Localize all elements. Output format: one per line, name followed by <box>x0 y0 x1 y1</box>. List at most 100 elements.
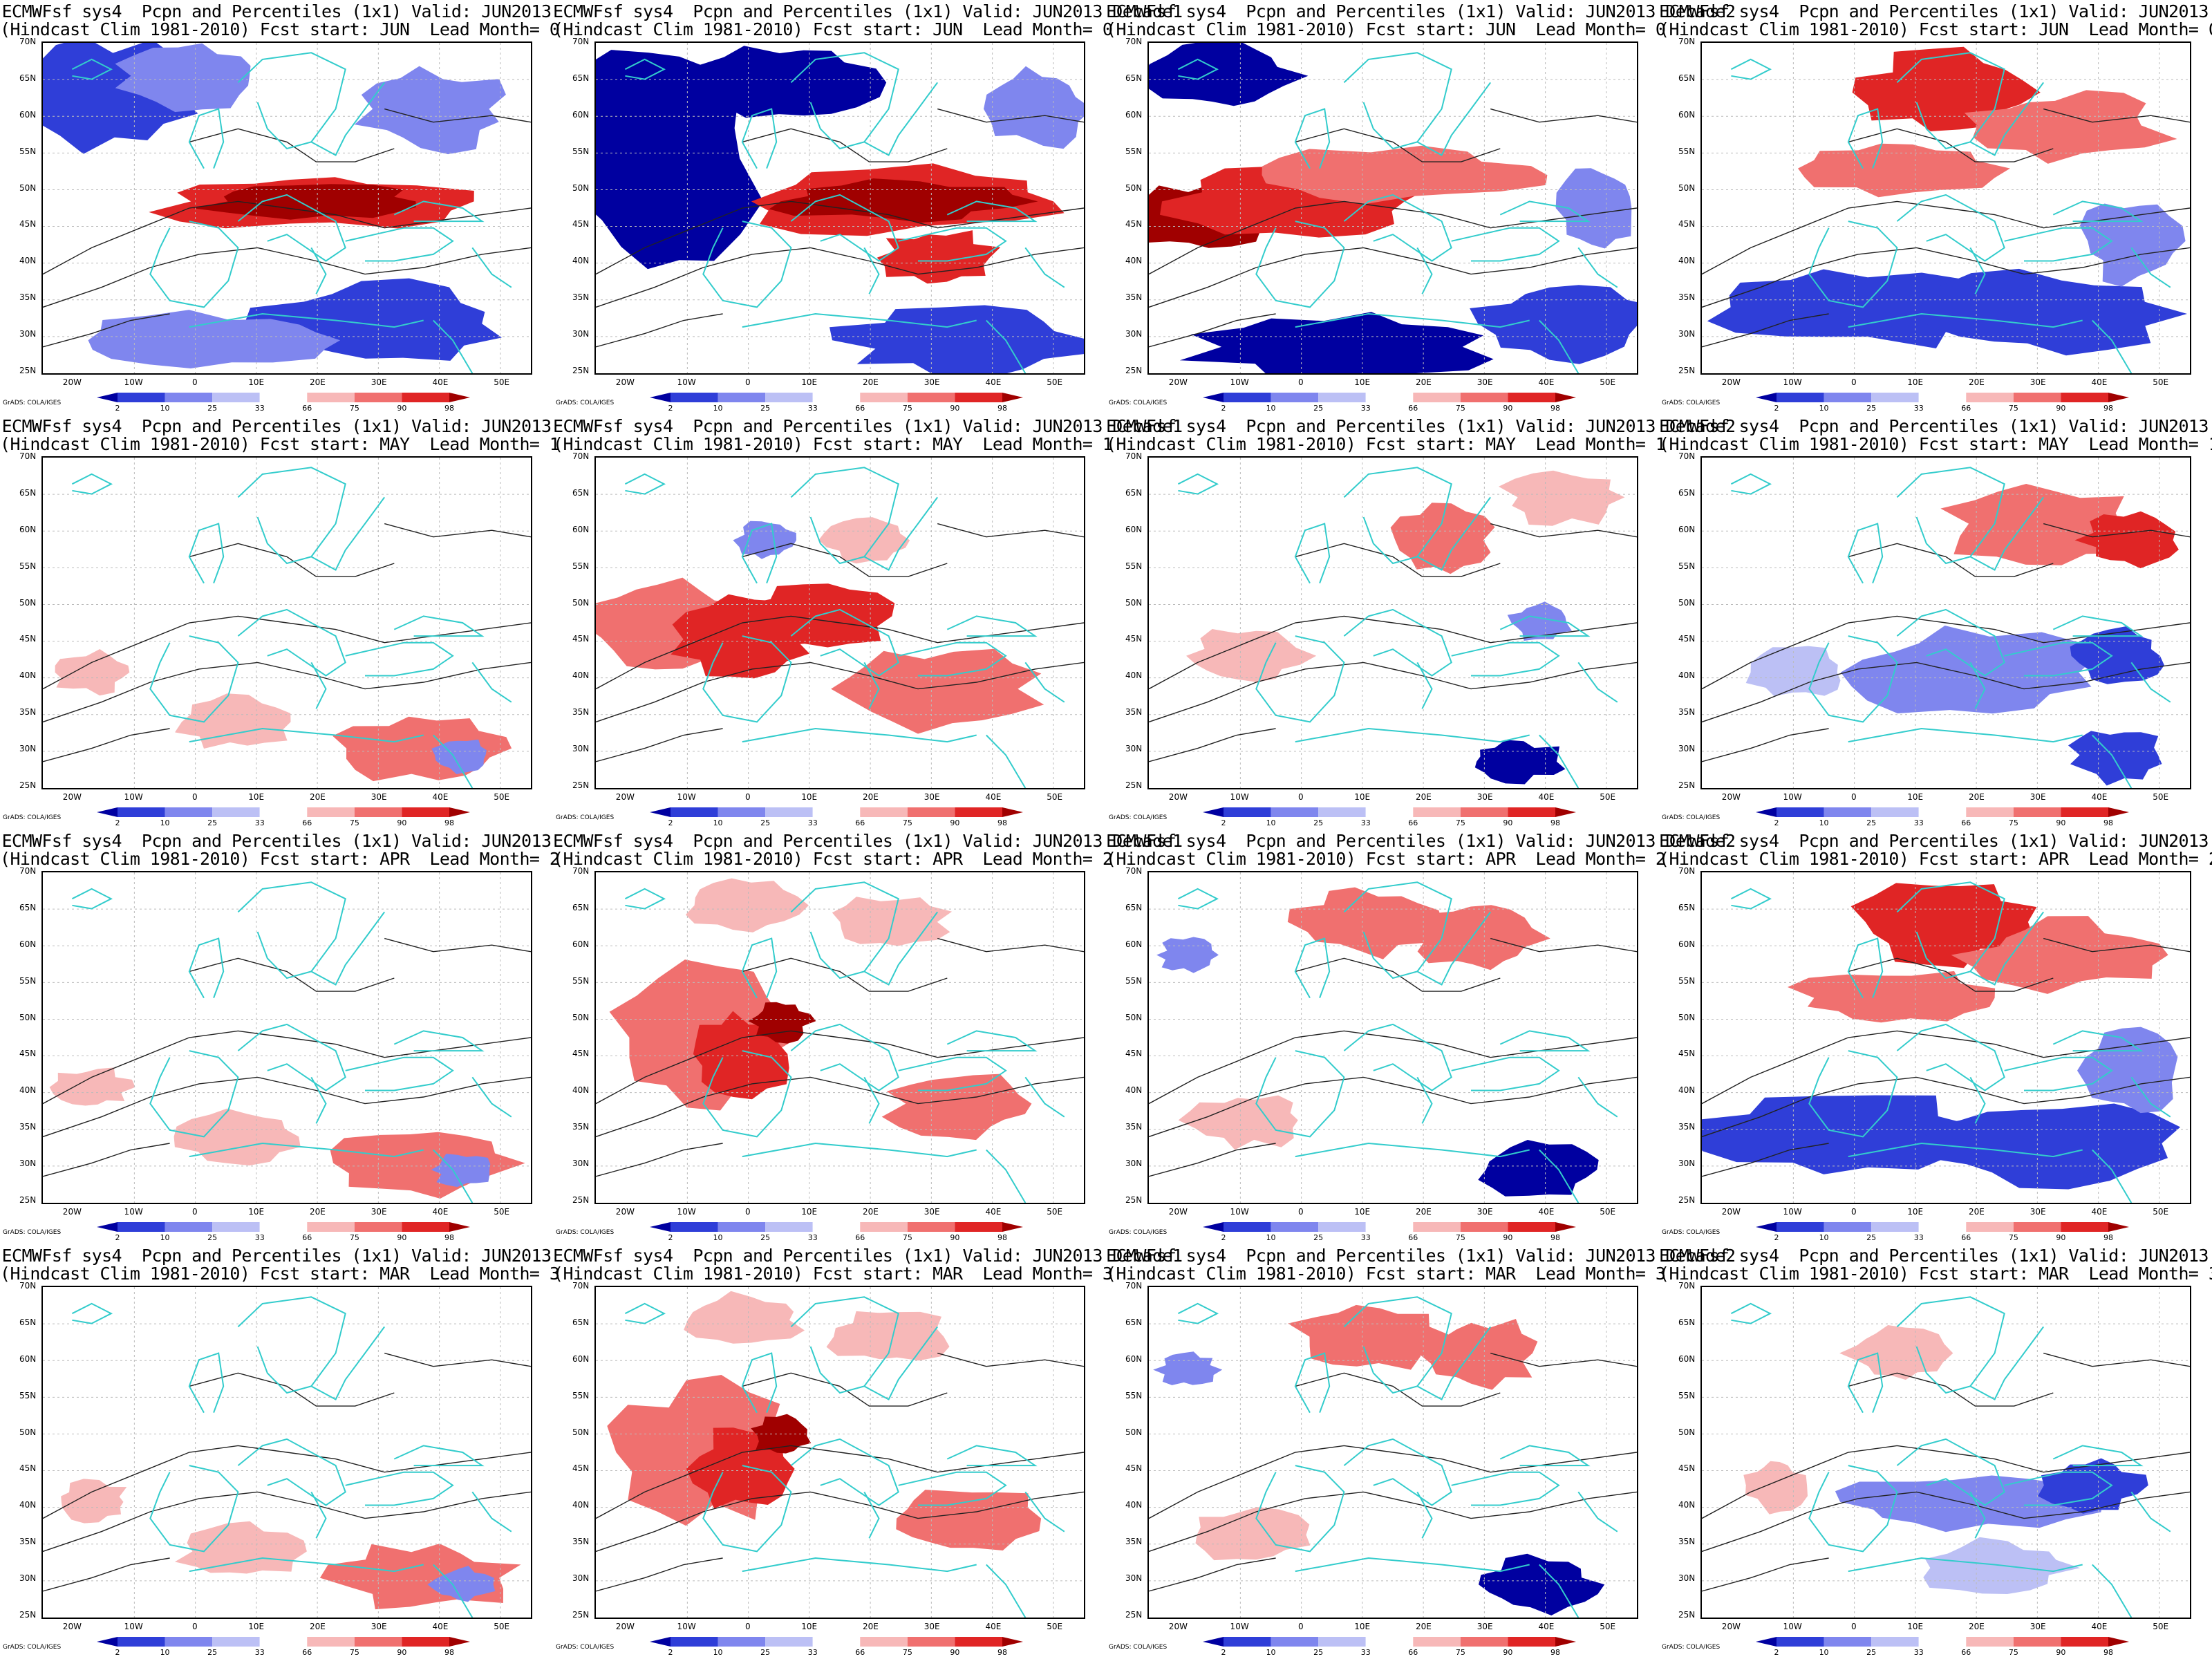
panel-title-line2: (Hindcast Clim 1981-2010) Fcst start: MA… <box>1106 1264 1666 1284</box>
precip-contour <box>1702 1491 2190 1553</box>
lat-label: 70N <box>19 866 37 876</box>
lat-label: 45N <box>1678 1463 1696 1474</box>
colorbar-segment <box>165 807 213 817</box>
precip-contour <box>2043 1352 2190 1367</box>
coastline <box>188 108 225 169</box>
colorbar <box>97 1222 470 1232</box>
colorbar-label: 66 <box>302 404 312 413</box>
lat-label: 40N <box>19 1085 37 1096</box>
colorbar-label: 33 <box>254 818 265 827</box>
above-normal-area <box>1743 1461 1808 1515</box>
coastline <box>863 911 939 986</box>
above-normal-area <box>1288 1304 1454 1370</box>
coastline <box>149 635 239 723</box>
lat-label: 70N <box>1125 1281 1143 1291</box>
colorbar-label: 2 <box>115 1648 120 1657</box>
colorbar-segment <box>812 807 861 817</box>
lon-label: 10E <box>248 792 265 802</box>
lon-label: 30E <box>924 377 940 387</box>
colorbar-segment <box>718 1222 766 1232</box>
colorbar-label: 2 <box>1221 404 1226 413</box>
colorbar <box>650 1637 1023 1647</box>
coastline <box>433 319 474 373</box>
below-normal-area <box>1470 285 1637 364</box>
above-normal-area <box>174 1108 301 1165</box>
colorbar-label: 25 <box>760 1233 771 1242</box>
lon-label: 40E <box>2091 1207 2108 1217</box>
coastline <box>310 911 386 986</box>
coastline <box>1730 473 1772 495</box>
lon-label: 20E <box>309 1622 326 1631</box>
map-canvas <box>596 458 1084 788</box>
colorbar-segment <box>2013 1637 2061 1647</box>
coastline <box>898 641 1007 677</box>
colorbar-label: 98 <box>997 404 1007 413</box>
lon-label: 20E <box>1415 1207 1432 1217</box>
colorbar-segment <box>354 1637 402 1647</box>
colorbar-segment <box>1002 393 1023 402</box>
coastline <box>1255 635 1345 723</box>
lat-label: 45N <box>19 219 37 229</box>
colorbar-segment <box>1966 393 2014 402</box>
lon-label: 20E <box>1968 792 1985 802</box>
lon-label: 0 <box>745 1622 751 1631</box>
lon-label: 20W <box>62 1207 82 1217</box>
colorbar-label: 2 <box>668 1233 673 1242</box>
lat-label: 55N <box>572 1390 590 1400</box>
coastline <box>1808 221 1898 308</box>
above-normal-area <box>61 1479 127 1524</box>
lon-label: 30E <box>924 1622 940 1631</box>
coastline <box>2052 1030 2144 1052</box>
colorbar-label: 90 <box>397 1648 407 1657</box>
above-normal-area <box>175 693 291 749</box>
coastline <box>237 881 346 980</box>
colorbar-segment <box>671 807 718 817</box>
colorbar-label: 10 <box>1266 1233 1276 1242</box>
colorbar-segment <box>1824 1637 1872 1647</box>
colorbar-label: 25 <box>1313 818 1324 827</box>
colorbar-label: 33 <box>1913 818 1924 827</box>
precip-contour <box>43 1076 531 1138</box>
lon-label: 40E <box>1538 1207 1555 1217</box>
colorbar-segment <box>402 393 449 402</box>
colorbar-segment <box>1966 1222 2014 1232</box>
below-normal-area <box>984 66 1084 149</box>
coastline <box>1024 662 1065 703</box>
coastline <box>742 1557 977 1573</box>
above-normal-area <box>1850 883 2037 968</box>
colorbar-segment <box>2061 1637 2108 1647</box>
lon-label: 40E <box>432 1622 449 1631</box>
colorbar-segment <box>2061 807 2108 817</box>
colorbar-segment <box>718 1637 766 1647</box>
lat-label: 40N <box>1125 671 1143 681</box>
lat-label: 50N <box>1678 1427 1696 1437</box>
lat-label: 45N <box>1125 634 1143 644</box>
colorbar-segment <box>1871 1222 1919 1232</box>
colorbar-label: 90 <box>2056 404 2066 413</box>
colorbar-segment <box>1318 393 1366 402</box>
colorbar-segment <box>907 1222 955 1232</box>
colorbar-label: 33 <box>807 404 818 413</box>
colorbar-label: 75 <box>2008 404 2018 413</box>
colorbar-label: 33 <box>1360 404 1371 413</box>
colorbar-label: 90 <box>1503 404 1513 413</box>
colorbar-label: 98 <box>2103 1233 2113 1242</box>
colorbar-label: 66 <box>302 1233 312 1242</box>
map-canvas <box>1702 43 2190 373</box>
coastline <box>741 108 778 169</box>
grads-credit: GrADS: COLA/IGES <box>556 1229 615 1236</box>
colorbar-segment <box>907 1637 955 1647</box>
coastline <box>237 1296 346 1394</box>
colorbar-label: 2 <box>1221 1648 1226 1657</box>
lat-label: 65N <box>1678 902 1696 912</box>
coastline <box>1896 1296 2005 1394</box>
percentile-map <box>41 871 532 1204</box>
colorbar-segment <box>1318 1222 1366 1232</box>
coastline <box>1577 662 1618 703</box>
below-normal-area <box>88 310 341 368</box>
lat-label: 50N <box>19 1012 37 1022</box>
below-normal-area <box>1910 268 2187 356</box>
colorbar-label: 98 <box>1550 404 1560 413</box>
colorbar-label: 90 <box>950 1648 960 1657</box>
coastline <box>2004 1056 2113 1091</box>
